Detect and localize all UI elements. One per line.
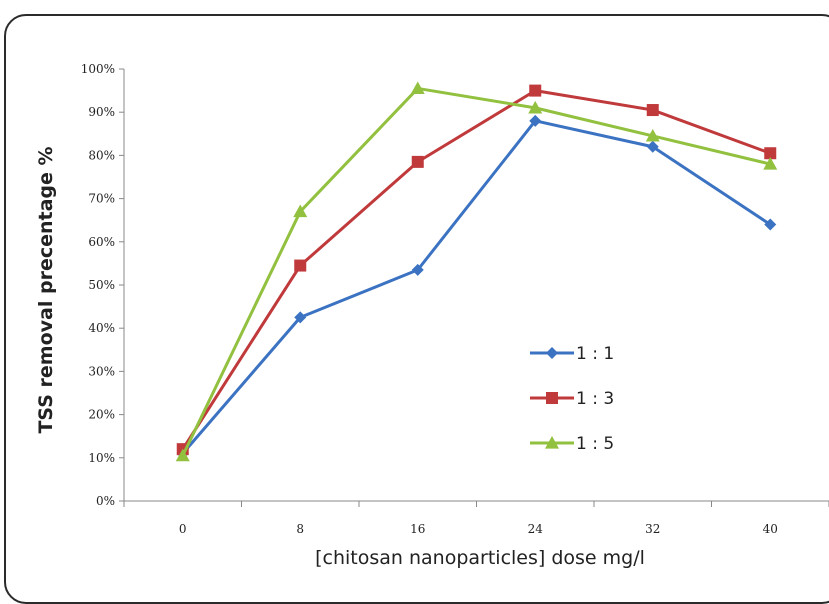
- data-point: [528, 100, 543, 114]
- line-chart: 0% 10% 20% 30% 40% 50% 60% 70% 80% 90% 100% 0 8 16 24 3…: [35, 62, 829, 569]
- x-tick-label: 16: [410, 522, 425, 536]
- series-line: [181, 119, 772, 455]
- x-tick-label: 24: [528, 522, 544, 536]
- x-axis-label: [chitosan nanoparticles] dose mg/l: [315, 547, 645, 569]
- y-tick-label: 70%: [88, 192, 115, 206]
- data-point: [764, 218, 777, 231]
- y-tick-label: 90%: [88, 105, 115, 119]
- data-point: [646, 140, 659, 153]
- legend-label: 1 : 5: [576, 434, 614, 454]
- series-1: [176, 114, 777, 460]
- legend-entry-1: 1 : 1: [530, 344, 614, 364]
- data-point: [411, 263, 424, 276]
- data-point: [410, 81, 425, 95]
- data-point: [529, 114, 542, 127]
- series-line: [181, 89, 771, 450]
- y-tick-label: 10%: [88, 451, 115, 465]
- data-point: [764, 147, 777, 160]
- data-point: [175, 448, 190, 462]
- legend-marker: [545, 436, 559, 449]
- y-tick-label: 0%: [96, 494, 115, 508]
- legend-label: 1 : 1: [576, 344, 614, 364]
- data-point: [411, 155, 424, 168]
- data-point: [294, 311, 307, 324]
- data-point: [529, 84, 542, 97]
- x-tick-label: 0: [179, 522, 187, 536]
- data-point: [294, 259, 307, 272]
- y-axis-label: TSS removal precentage %: [35, 146, 57, 433]
- y-tick-label: 100%: [81, 62, 115, 76]
- x-tick-label: 8: [296, 522, 304, 536]
- y-tick-label: 60%: [88, 235, 115, 249]
- series-3: [175, 81, 778, 462]
- legend-marker: [546, 392, 558, 404]
- legend: 1 : 1 1 : 3 1 : 5: [530, 344, 614, 454]
- chart-frame: [4, 14, 829, 604]
- legend-label: 1 : 3: [576, 389, 614, 409]
- data-point: [646, 104, 659, 117]
- y-tick-label: 30%: [88, 364, 115, 378]
- series-line: [181, 86, 771, 457]
- series-group: [175, 81, 778, 462]
- y-tick-label: 20%: [88, 408, 115, 422]
- x-tick-label: 40: [763, 522, 778, 536]
- legend-entry-3: 1 : 5: [530, 434, 614, 454]
- x-tick-label: 32: [645, 522, 660, 536]
- data-point: [645, 128, 660, 142]
- y-tick-label: 50%: [88, 278, 115, 292]
- y-tick-label: 80%: [88, 148, 115, 162]
- data-point: [293, 204, 308, 218]
- legend-entry-2: 1 : 3: [530, 389, 614, 409]
- y-tick-label: 40%: [88, 321, 115, 335]
- data-point: [763, 157, 778, 170]
- ticks: 0% 10% 20% 30% 40% 50% 60% 70% 80% 90% 100% 0 8 16 24 3…: [81, 62, 829, 536]
- series-2: [176, 84, 777, 456]
- axes: [123, 69, 829, 502]
- legend-marker: [546, 347, 558, 359]
